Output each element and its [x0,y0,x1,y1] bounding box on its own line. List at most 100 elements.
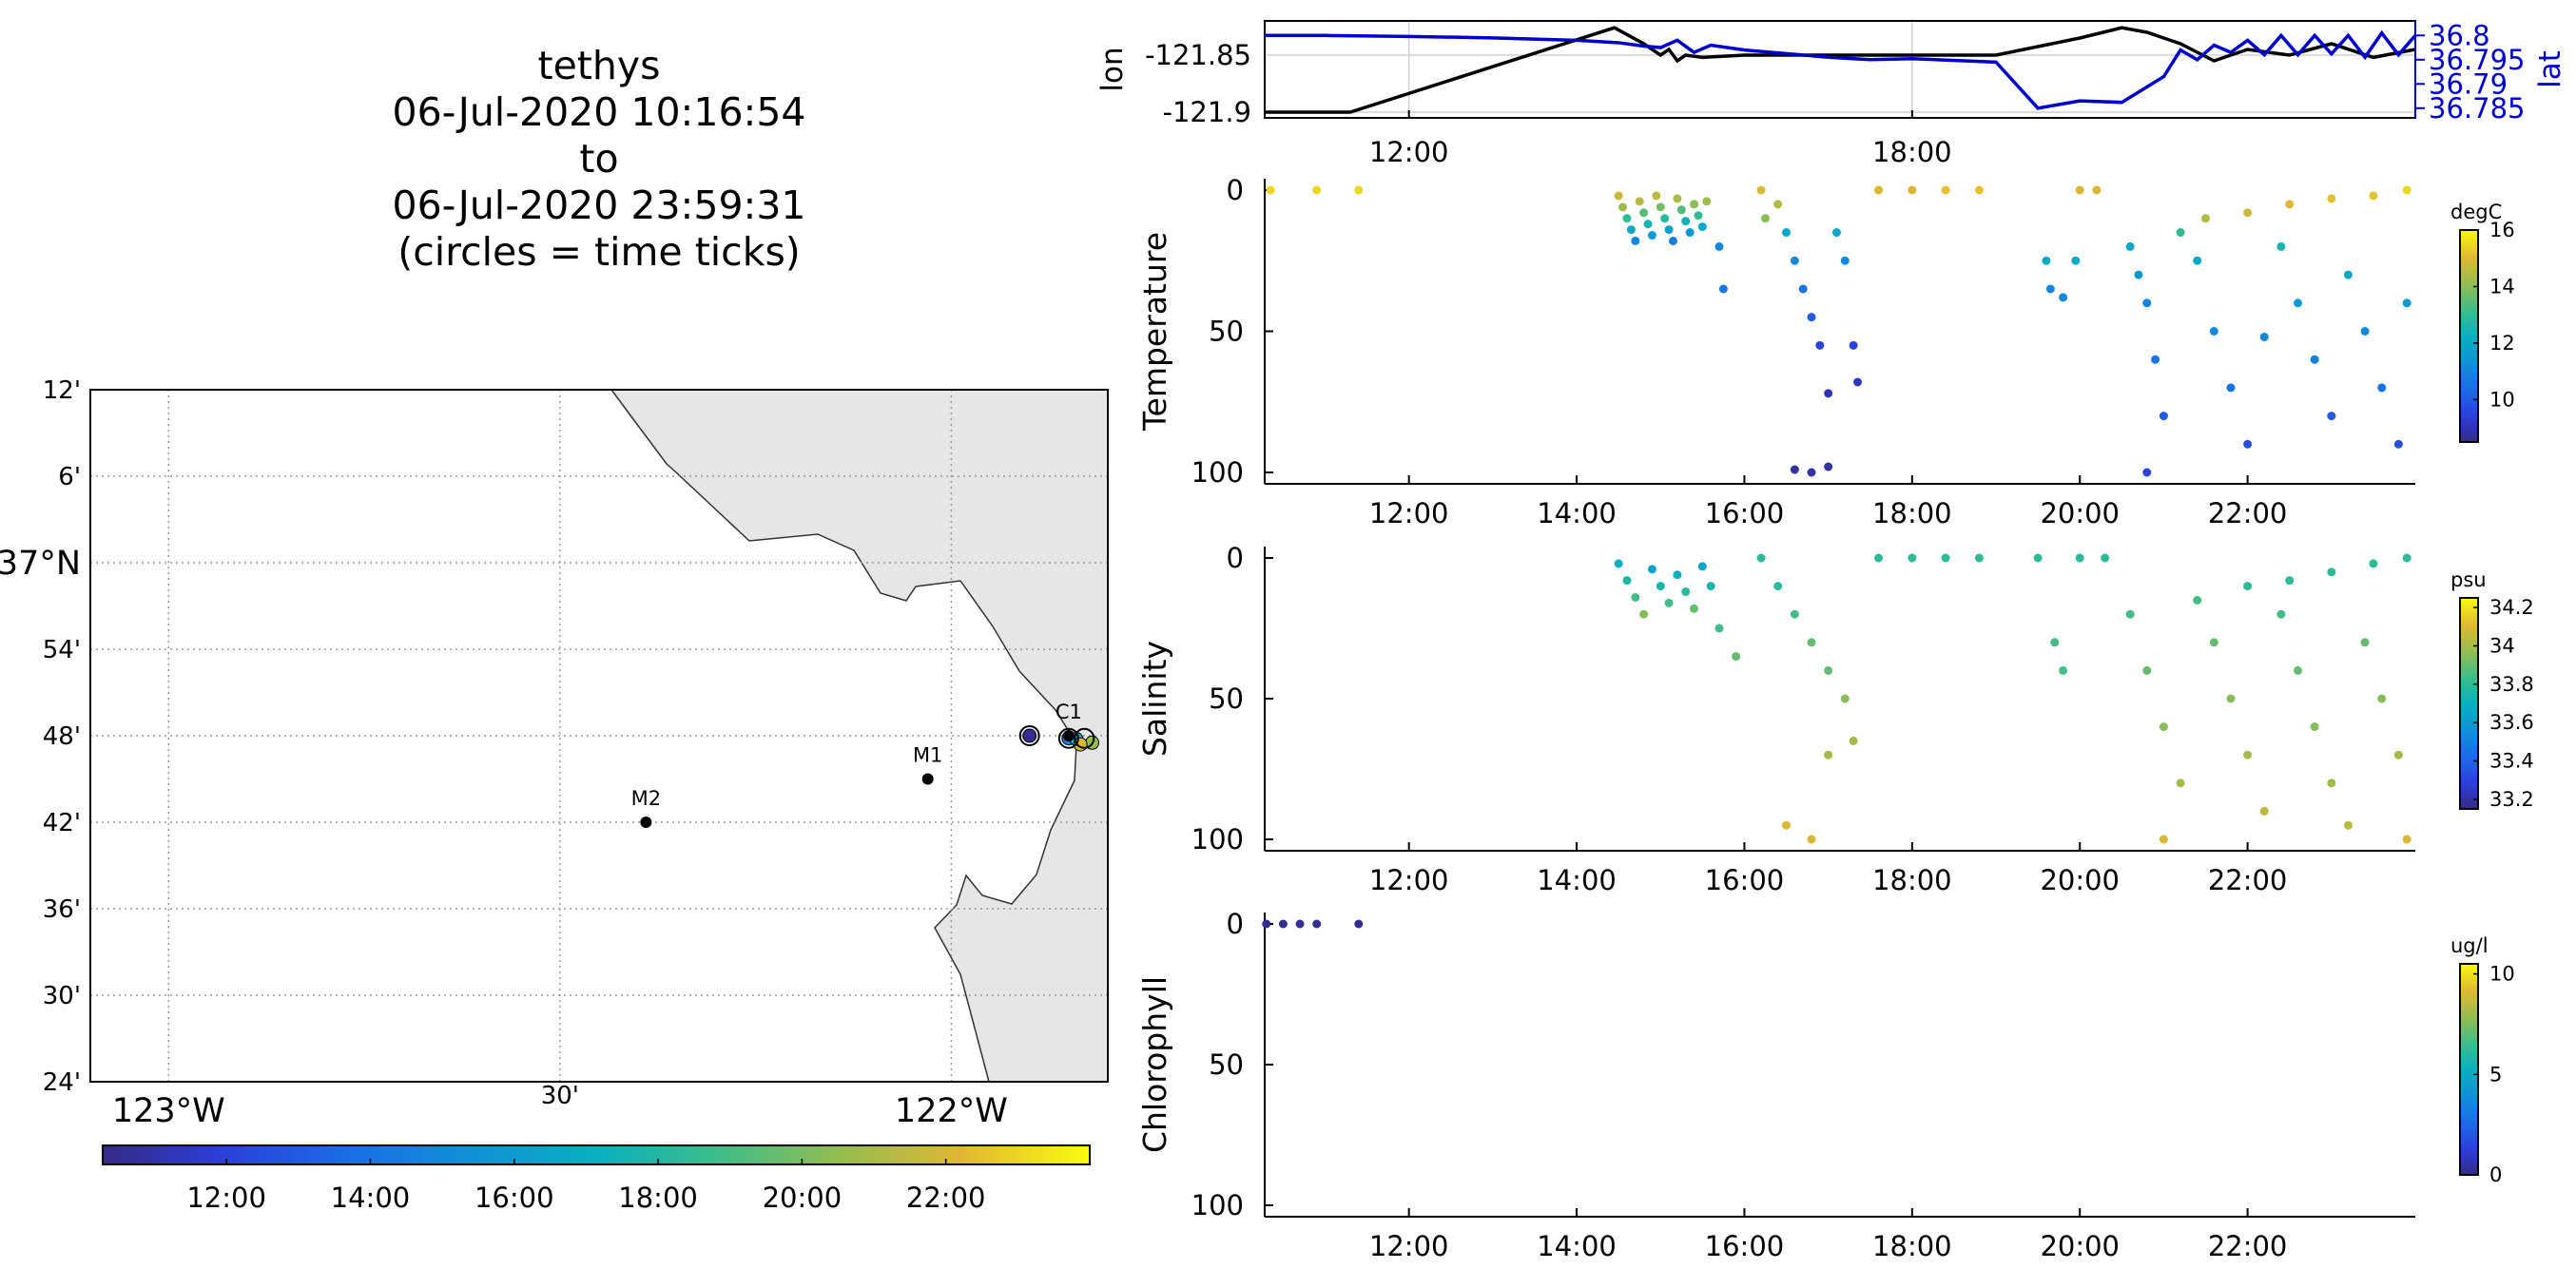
track-point-0 [1022,728,1037,743]
station-label-c1: C1 [1056,701,1082,723]
temperature-point-7 [1631,236,1640,245]
lat-series-line [1265,29,2417,110]
salinity-point-46 [2327,779,2336,788]
temperature-point-46 [1974,185,1984,195]
temperature-point-70 [2360,327,2370,336]
temperature-point-13 [1656,202,1665,212]
salinity-point-10 [1697,562,1707,571]
salinity-point-12 [1714,624,1724,633]
temperature-point-23 [1697,222,1707,232]
temperature-point-48 [2045,284,2055,294]
temperature-point-72 [2393,439,2403,449]
title-line-2: 06-Jul-2020 10:16:54 [392,89,806,135]
temperature-point-9 [1639,208,1649,218]
temperature-point-42 [1853,377,1863,387]
map-lat-label-1: 30' [43,982,81,1010]
temperature-point-61 [2209,327,2218,336]
salinity-point-34 [2142,665,2152,675]
temperature-point-5 [1622,214,1632,223]
chlorophyll-point-1 [1278,919,1288,929]
temperature-point-25 [1714,241,1724,251]
salinity-colorbar-tick-label-0: 33.2 [2489,788,2534,811]
temperature-point-35 [1824,389,1833,398]
temperature-ytick-label-1: 50 [1209,316,1244,348]
temperature-point-45 [1941,185,1950,195]
salinity-point-6 [1664,598,1674,607]
temperature-point-21 [1690,200,1699,209]
depth-scatter-panels: 12:00 14:00 16:00 18:00 20:00 22:00050100Temp… [1136,174,2534,1262]
salinity-point-44 [2294,665,2303,675]
lonlat-xtick-label-0: 12:00 [1369,136,1449,168]
temperature-point-12 [1652,191,1661,201]
chlorophyll-ytick-label-1: 50 [1209,1048,1244,1081]
temperature-point-33 [1807,313,1816,322]
salinity-point-3 [1639,609,1649,619]
temperature-point-32 [1798,284,1808,294]
salinity-colorbar-tick-label-5: 34.2 [2489,596,2534,619]
map-lat-label-0: 24' [43,1068,81,1097]
chlorophyll-ytick-label-0: 0 [1227,908,1244,940]
salinity-point-42 [2259,806,2269,816]
salinity-point-7 [1673,570,1682,580]
chlorophyll-point-3 [1312,919,1322,929]
salinity-point-49 [2377,694,2387,703]
map-lon-label-0: 123°W [112,1092,225,1130]
salinity-point-35 [2159,722,2168,732]
temperature-point-29 [1773,200,1783,209]
salinity-point-2 [1631,592,1640,602]
figure-title: tethys 06-Jul-2020 10:16:54 to 06-Jul-20… [314,43,884,276]
lat-ytick-label-0: 36.785 [2429,92,2525,125]
temperature-point-36 [1790,465,1799,474]
temperature-point-44 [1908,185,1917,195]
title-line-1: tethys [537,43,661,88]
map-lon-label-1: 30' [541,1082,579,1110]
salinity-point-43 [2276,609,2286,619]
salinity-point-38 [2193,595,2202,605]
temperature-point-11 [1647,231,1656,240]
map-lon-label-2: 122°W [895,1092,1008,1130]
time-colorbar-tick-label-0: 12:00 [186,1182,266,1214]
temperature-point-6 [1626,225,1636,235]
salinity-point-4 [1647,565,1656,574]
lon-ytick-label-0: -121.9 [1163,96,1252,128]
salinity-point-5 [1656,582,1665,591]
salinity-point-9 [1690,604,1699,613]
salinity-point-48 [2360,638,2370,647]
temperature-point-31 [1790,256,1799,265]
temperature-xtick-label-0: 12:00 [1369,497,1449,529]
salinity-point-47 [2343,820,2353,830]
salinity-point-20 [1782,820,1792,830]
chlorophyll-colorbar-tick-label-1: 5 [2489,1063,2502,1086]
salinity-colorbar [2459,597,2479,810]
map-frame [89,389,1109,1083]
temperature-point-67 [2310,355,2319,364]
temperature-xtick-label-5: 22:00 [2208,497,2288,529]
temperature-point-24 [1702,197,1712,206]
salinity-point-40 [2226,694,2236,703]
lat-ytick-label-2: 36.795 [2429,44,2525,76]
chlorophyll-xtick-label-5: 22:00 [2208,1230,2288,1262]
temperature-point-75 [2243,208,2253,218]
salinity-point-31 [2075,553,2084,563]
salinity-xtick-label-4: 20:00 [2040,864,2120,896]
time-colorbar-tick-label-4: 20:00 [763,1182,843,1214]
station-label-m2: M2 [631,787,661,810]
salinity-ytick-label-2: 100 [1191,823,1244,855]
salinity-point-53 [2285,576,2295,586]
salinity-xtick-label-1: 14:00 [1537,864,1617,896]
salinity-point-13 [1732,652,1741,662]
salinity-point-24 [1874,553,1884,563]
temperature-point-60 [2193,256,2202,265]
map-lat-label-5: 54' [43,636,81,664]
salinity-point-1 [1622,576,1632,586]
salinity-xtick-label-5: 22:00 [2208,864,2288,896]
salinity-ytick-label-0: 0 [1227,542,1244,574]
time-tick-circle-2 [1074,727,1095,749]
temperature-point-62 [2226,383,2236,393]
time-colorbar-tick-label-2: 16:00 [475,1182,554,1214]
salinity-colorbar-tick-label-2: 33.6 [2489,711,2534,734]
temperature-point-49 [2059,293,2068,302]
salinity-point-51 [2402,835,2411,844]
chlorophyll-xtick-label-1: 14:00 [1537,1230,1617,1262]
temperature-point-4 [1618,202,1628,212]
